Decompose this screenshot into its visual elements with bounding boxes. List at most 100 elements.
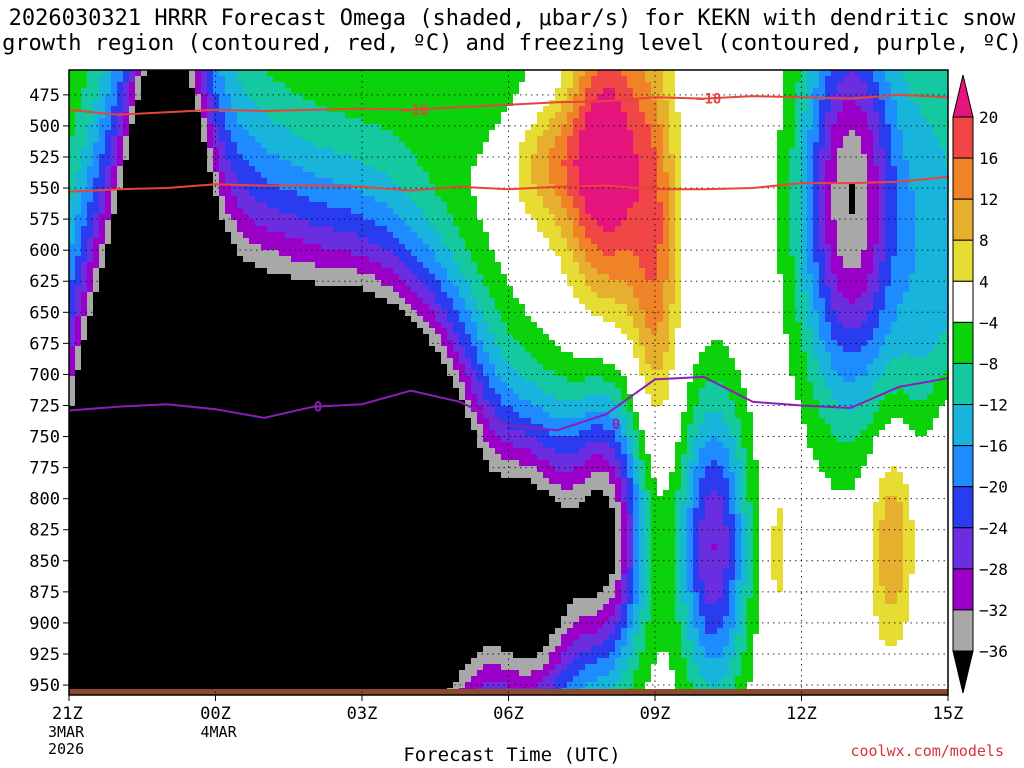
omega-cell	[201, 166, 208, 173]
omega-cell	[159, 178, 166, 185]
omega-cell	[705, 172, 712, 179]
omega-cell	[141, 76, 148, 83]
omega-cell	[411, 238, 418, 245]
omega-cell	[387, 154, 394, 161]
omega-cell	[591, 106, 598, 113]
omega-cell	[633, 124, 640, 131]
omega-cell	[453, 82, 460, 89]
omega-cell	[429, 238, 436, 245]
omega-cell	[795, 172, 802, 179]
omega-cell	[579, 232, 586, 239]
omega-cell	[195, 226, 202, 233]
omega-cell	[273, 124, 280, 131]
omega-cell	[633, 118, 640, 125]
omega-cell	[789, 238, 796, 245]
omega-cell	[69, 178, 76, 185]
omega-cell	[327, 154, 334, 161]
omega-cell	[759, 268, 766, 275]
omega-cell	[555, 214, 562, 221]
omega-cell	[627, 226, 634, 233]
omega-cell	[327, 172, 334, 179]
omega-cell	[189, 70, 196, 77]
omega-cell	[87, 100, 94, 107]
omega-cell	[645, 232, 652, 239]
omega-cell	[81, 250, 88, 257]
omega-cell	[579, 82, 586, 89]
omega-cell	[105, 70, 112, 77]
omega-cell	[603, 106, 610, 113]
omega-cell	[405, 154, 412, 161]
omega-cell	[387, 208, 394, 215]
omega-cell	[195, 118, 202, 125]
omega-cell	[723, 268, 730, 275]
omega-cell	[225, 94, 232, 101]
omega-cell	[561, 244, 568, 251]
omega-cell	[177, 202, 184, 209]
omega-cell	[411, 268, 418, 275]
omega-cell	[405, 70, 412, 77]
omega-cell	[621, 238, 628, 245]
omega-cell	[213, 154, 220, 161]
omega-cell	[933, 160, 940, 167]
omega-cell	[111, 190, 118, 197]
omega-cell	[843, 166, 850, 173]
omega-cell	[339, 214, 346, 221]
omega-cell	[669, 160, 676, 167]
omega-cell	[153, 70, 160, 77]
omega-cell	[207, 250, 214, 257]
omega-cell	[777, 88, 784, 95]
omega-cell	[81, 220, 88, 227]
omega-cell	[555, 238, 562, 245]
omega-cell	[669, 154, 676, 161]
omega-cell	[837, 142, 844, 149]
omega-cell	[417, 268, 424, 275]
omega-cell	[525, 82, 532, 89]
omega-cell	[405, 184, 412, 191]
omega-cell	[111, 172, 118, 179]
omega-cell	[531, 124, 538, 131]
omega-cell	[591, 70, 598, 77]
omega-cell	[609, 76, 616, 83]
omega-cell	[345, 112, 352, 119]
omega-cell	[165, 136, 172, 143]
omega-cell	[327, 250, 334, 257]
omega-cell	[855, 160, 862, 167]
omega-cell	[267, 226, 274, 233]
omega-cell	[93, 178, 100, 185]
omega-cell	[291, 100, 298, 107]
omega-cell	[303, 160, 310, 167]
omega-cell	[273, 76, 280, 83]
omega-cell	[651, 130, 658, 137]
omega-cell	[879, 82, 886, 89]
omega-cell	[153, 238, 160, 245]
omega-cell	[657, 184, 664, 191]
omega-cell	[285, 142, 292, 149]
omega-cell	[879, 232, 886, 239]
omega-cell	[285, 178, 292, 185]
omega-cell	[537, 82, 544, 89]
omega-cell	[411, 208, 418, 215]
omega-cell	[615, 136, 622, 143]
omega-cell	[711, 112, 718, 119]
omega-cell	[831, 172, 838, 179]
omega-cell	[921, 130, 928, 137]
omega-cell	[219, 124, 226, 131]
omega-cell	[717, 244, 724, 251]
omega-cell	[147, 262, 154, 269]
omega-cell	[297, 100, 304, 107]
omega-cell	[123, 100, 130, 107]
omega-cell	[681, 100, 688, 107]
omega-cell	[207, 220, 214, 227]
omega-cell	[501, 262, 508, 269]
omega-cell	[165, 244, 172, 251]
omega-cell	[861, 220, 868, 227]
omega-cell	[573, 112, 580, 119]
omega-cell	[879, 112, 886, 119]
omega-cell	[327, 238, 334, 245]
omega-cell	[183, 166, 190, 173]
omega-cell	[177, 76, 184, 83]
omega-cell	[375, 256, 382, 263]
omega-cell	[279, 112, 286, 119]
omega-cell	[225, 232, 232, 239]
omega-cell	[315, 166, 322, 173]
